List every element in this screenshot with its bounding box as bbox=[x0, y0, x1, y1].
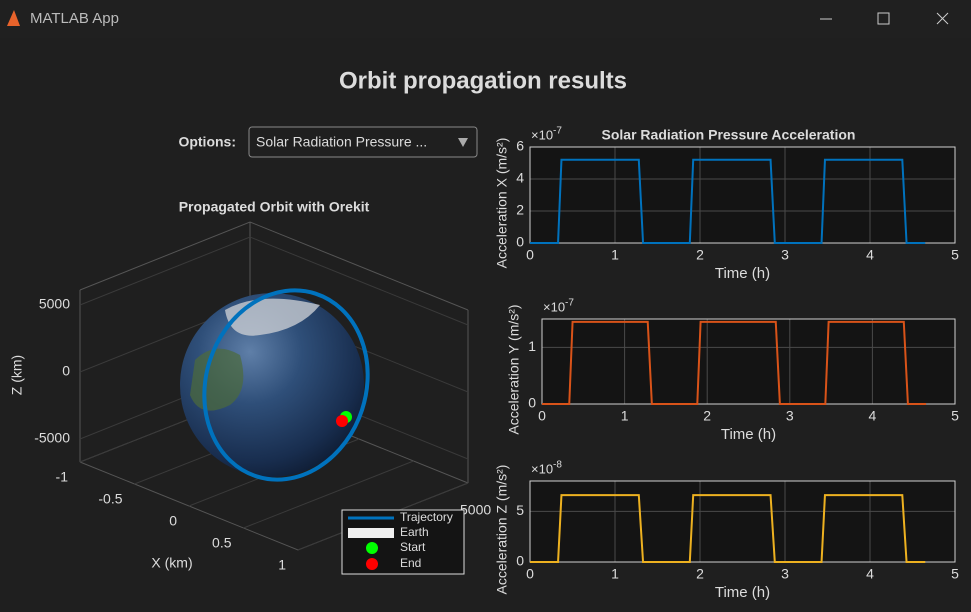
x-grid-line bbox=[243, 460, 414, 529]
x-tick-label: 3 bbox=[781, 247, 789, 263]
axes-bg bbox=[542, 319, 955, 404]
axes-frame bbox=[529, 480, 956, 563]
x-tick-label: 0 bbox=[538, 408, 546, 424]
options-label: Options: bbox=[178, 134, 236, 150]
legend-earth-swatch bbox=[348, 528, 394, 538]
x-tick-label: 2 bbox=[696, 247, 704, 263]
x-tick-label: 5 bbox=[951, 247, 959, 263]
data-line bbox=[542, 320, 927, 405]
z-tick-label: -5000 bbox=[34, 430, 70, 446]
y-axis-label: Acceleration Y (m/s²) bbox=[506, 304, 522, 434]
x-tick-label: 1 bbox=[611, 566, 619, 582]
legend-entry: Earth bbox=[400, 525, 429, 539]
axes-frame bbox=[529, 146, 956, 244]
y-multiplier-base: ×10 bbox=[531, 461, 553, 476]
x-tick-label: 4 bbox=[869, 408, 877, 424]
chart-title: Solar Radiation Pressure Acceleration bbox=[602, 127, 856, 143]
y-tick-label: 0 bbox=[516, 234, 524, 250]
legend-entry: End bbox=[400, 556, 421, 570]
legend-entry: Start bbox=[400, 540, 426, 554]
x-axis-label: X (km) bbox=[151, 555, 192, 571]
orbit-title: Propagated Orbit with Orekit bbox=[179, 199, 370, 215]
y-tick-label: 5 bbox=[516, 502, 524, 518]
z-axis-label: Z (km) bbox=[9, 355, 25, 395]
legend bbox=[341, 509, 465, 575]
x-tick-label: 3 bbox=[781, 566, 789, 582]
x-tick-label: -1 bbox=[56, 469, 69, 485]
x-tick-label: 0 bbox=[526, 247, 534, 263]
y-tick-label: 2 bbox=[516, 202, 524, 218]
y-multiplier-power: -8 bbox=[553, 460, 562, 471]
x-tick-label: 1 bbox=[611, 247, 619, 263]
x-tick-label: 3 bbox=[786, 408, 794, 424]
x-tick-label: 2 bbox=[696, 566, 704, 582]
axes-bg bbox=[530, 147, 955, 243]
orbit-plot: Propagated Orbit with Orekit Z (km) X (k… bbox=[9, 199, 492, 575]
y-tick-label: 6 bbox=[516, 138, 524, 154]
z-grid-line bbox=[79, 236, 469, 326]
y-tick-label: 0 bbox=[516, 553, 524, 569]
x-tick-label: 0 bbox=[169, 513, 177, 529]
end-marker bbox=[336, 415, 348, 427]
dropdown-value: Solar Radiation Pressure ... bbox=[256, 134, 427, 150]
y-axis-label: Acceleration Z (m/s²) bbox=[494, 465, 510, 595]
legend-entry: Trajectory bbox=[400, 510, 453, 524]
y-tick-label: 4 bbox=[516, 170, 524, 186]
z-tick-label: 0 bbox=[62, 363, 70, 379]
page-title: Orbit propagation results bbox=[339, 67, 627, 94]
y-tick-label: 0 bbox=[528, 395, 536, 411]
x-tick-label: 5 bbox=[951, 566, 959, 582]
x-axis-label: Time (h) bbox=[715, 584, 770, 601]
x-tick-label: 5 bbox=[951, 408, 959, 424]
x-tick-label: -0.5 bbox=[98, 491, 122, 507]
data-line bbox=[530, 158, 926, 244]
x-axis-label: Time (h) bbox=[715, 265, 770, 282]
maximize-button[interactable] bbox=[877, 12, 890, 25]
axes-frame bbox=[541, 318, 956, 405]
options-dropdown[interactable] bbox=[248, 126, 478, 158]
dropdown-arrow[interactable] bbox=[458, 138, 468, 147]
x-tick-label: 1 bbox=[278, 557, 286, 573]
app-icon bbox=[7, 10, 20, 26]
x-tick-label: 4 bbox=[866, 566, 874, 582]
x-tick-label: 1 bbox=[621, 408, 629, 424]
x-tick-label: 4 bbox=[866, 247, 874, 263]
y-tick-label: 5000 bbox=[460, 502, 491, 518]
trajectory bbox=[202, 288, 370, 482]
x-tick-label: 0 bbox=[526, 566, 534, 582]
x-tick-label: 0.5 bbox=[212, 535, 232, 551]
z-tick-label: 5000 bbox=[39, 296, 70, 312]
y-axis-label: Acceleration X (m/s²) bbox=[494, 138, 510, 269]
window-title: MATLAB App bbox=[30, 10, 119, 27]
earth bbox=[180, 293, 364, 477]
x-tick-label: 2 bbox=[703, 408, 711, 424]
y-multiplier-power: -7 bbox=[565, 298, 574, 309]
close-button[interactable] bbox=[936, 12, 949, 25]
x-axis-label: Time (h) bbox=[721, 426, 776, 443]
axes-bg bbox=[530, 481, 955, 562]
legend-end-swatch bbox=[366, 558, 378, 570]
title-bar bbox=[0, 0, 971, 38]
legend-start-swatch bbox=[366, 542, 378, 554]
y-multiplier-base: ×10 bbox=[531, 127, 553, 142]
y-tick-label: 1 bbox=[528, 338, 536, 354]
data-line bbox=[530, 494, 926, 563]
y-multiplier-base: ×10 bbox=[543, 299, 565, 314]
y-multiplier-power: -7 bbox=[553, 126, 562, 137]
